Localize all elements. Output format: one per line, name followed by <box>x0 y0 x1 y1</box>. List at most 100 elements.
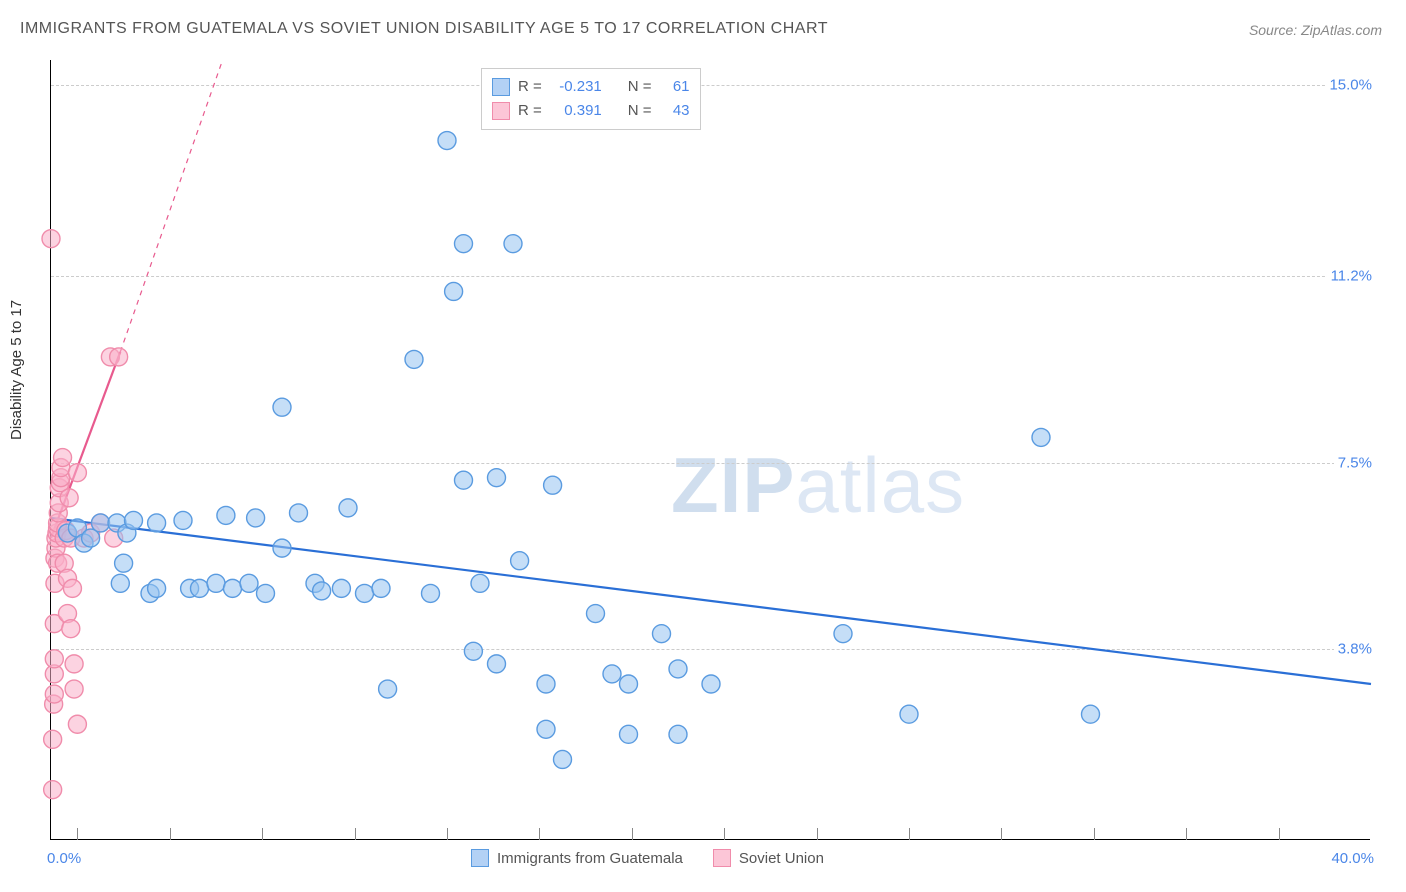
series-legend-label: Soviet Union <box>739 850 824 867</box>
legend-swatch <box>471 849 489 867</box>
guatemala-point <box>1082 705 1100 723</box>
guatemala-point <box>537 675 555 693</box>
guatemala-point <box>240 574 258 592</box>
guatemala-point <box>372 579 390 597</box>
correlation-legend: R = -0.231 N = 61 R = 0.391 N = 43 <box>481 68 701 130</box>
legend-r-value: -0.231 <box>550 75 602 99</box>
soviet-point <box>44 730 62 748</box>
legend-row: R = -0.231 N = 61 <box>492 75 690 99</box>
guatemala-point <box>669 660 687 678</box>
x-tick-mark <box>909 828 910 840</box>
guatemala-point <box>669 725 687 743</box>
legend-swatch <box>492 78 510 96</box>
legend-r-label: R = <box>518 99 542 123</box>
chart-title: IMMIGRANTS FROM GUATEMALA VS SOVIET UNIO… <box>20 20 828 38</box>
x-tick-mark <box>817 828 818 840</box>
guatemala-point <box>488 469 506 487</box>
soviet-point <box>44 781 62 799</box>
guatemala-point <box>125 511 143 529</box>
legend-swatch <box>713 849 731 867</box>
guatemala-point <box>290 504 308 522</box>
guatemala-point <box>544 476 562 494</box>
guatemala-point <box>537 720 555 738</box>
guatemala-point <box>504 235 522 253</box>
legend-n-value: 43 <box>660 99 690 123</box>
guatemala-point <box>247 509 265 527</box>
guatemala-point <box>455 471 473 489</box>
soviet-point <box>65 680 83 698</box>
guatemala-point <box>339 499 357 517</box>
x-tick-mark <box>539 828 540 840</box>
guatemala-point <box>464 642 482 660</box>
guatemala-point <box>313 582 331 600</box>
guatemala-point <box>488 655 506 673</box>
x-tick-mark <box>355 828 356 840</box>
guatemala-point <box>356 584 374 602</box>
legend-row: R = 0.391 N = 43 <box>492 99 690 123</box>
soviet-point <box>68 715 86 733</box>
soviet-point <box>60 489 78 507</box>
guatemala-point <box>92 514 110 532</box>
guatemala-point <box>273 539 291 557</box>
guatemala-point <box>620 675 638 693</box>
x-tick-mark <box>1186 828 1187 840</box>
x-tick-mark <box>447 828 448 840</box>
guatemala-point <box>217 506 235 524</box>
legend-n-value: 61 <box>660 75 690 99</box>
guatemala-point <box>332 579 350 597</box>
soviet-point <box>65 655 83 673</box>
scatter-svg <box>51 60 1370 839</box>
guatemala-trendline <box>51 518 1371 684</box>
series-legend-label: Immigrants from Guatemala <box>497 850 683 867</box>
soviet-point <box>63 579 81 597</box>
guatemala-point <box>224 579 242 597</box>
guatemala-point <box>603 665 621 683</box>
legend-n-label: N = <box>628 75 652 99</box>
series-legend-item: Soviet Union <box>713 849 824 867</box>
guatemala-point <box>191 579 209 597</box>
guatemala-point <box>587 605 605 623</box>
x-tick-mark <box>1094 828 1095 840</box>
legend-swatch <box>492 102 510 120</box>
soviet-point <box>62 620 80 638</box>
guatemala-point <box>405 350 423 368</box>
soviet-point <box>45 650 63 668</box>
guatemala-point <box>148 514 166 532</box>
guatemala-point <box>653 625 671 643</box>
guatemala-point <box>111 574 129 592</box>
legend-n-label: N = <box>628 99 652 123</box>
guatemala-point <box>511 552 529 570</box>
x-tick-mark <box>77 828 78 840</box>
plot-area: ZIPatlas 3.8%7.5%11.2%15.0% R =-0.231N =… <box>50 60 1370 840</box>
soviet-point <box>110 348 128 366</box>
soviet-point <box>45 685 63 703</box>
guatemala-point <box>445 282 463 300</box>
guatemala-point <box>148 579 166 597</box>
legend-r-label: R = <box>518 75 542 99</box>
guatemala-point <box>273 398 291 416</box>
guatemala-point <box>834 625 852 643</box>
y-axis-label: Disability Age 5 to 17 <box>8 300 25 440</box>
guatemala-point <box>900 705 918 723</box>
guatemala-point <box>471 574 489 592</box>
guatemala-point <box>455 235 473 253</box>
guatemala-point <box>438 132 456 150</box>
legend-r-value: 0.391 <box>550 99 602 123</box>
guatemala-point <box>422 584 440 602</box>
soviet-point <box>42 230 60 248</box>
soviet-trendline-extension <box>120 60 222 352</box>
guatemala-point <box>257 584 275 602</box>
guatemala-point <box>207 574 225 592</box>
x-tick-mark <box>1001 828 1002 840</box>
x-tick-mark <box>262 828 263 840</box>
guatemala-point <box>174 511 192 529</box>
source-attribution: Source: ZipAtlas.com <box>1249 22 1382 38</box>
soviet-point <box>68 464 86 482</box>
x-tick-mark <box>632 828 633 840</box>
guatemala-point <box>115 554 133 572</box>
guatemala-point <box>554 750 572 768</box>
x-tick-min: 0.0% <box>47 850 81 867</box>
soviet-point <box>54 449 72 467</box>
guatemala-point <box>379 680 397 698</box>
guatemala-point <box>702 675 720 693</box>
